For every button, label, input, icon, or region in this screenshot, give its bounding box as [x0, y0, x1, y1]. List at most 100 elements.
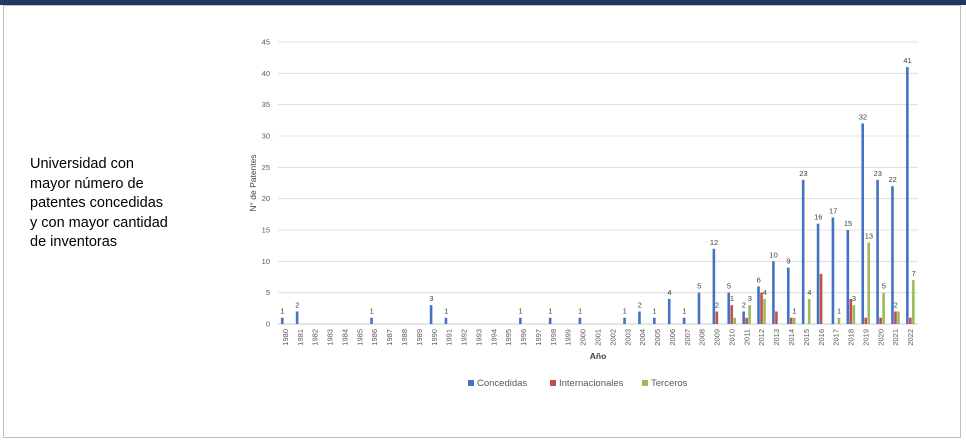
- data-label-concedidas: 32: [859, 112, 867, 121]
- gridlines: [278, 41, 918, 325]
- x-tick-label: 2020: [876, 329, 885, 346]
- bar-internacionales-2012: [760, 292, 763, 324]
- bar-internacionales-2022: [909, 317, 912, 324]
- bar-internacionales-2020: [879, 317, 882, 324]
- data-label-concedidas: 1: [652, 307, 656, 316]
- chart-caption: Universidad con mayor número de patentes…: [30, 155, 220, 253]
- data-label-terceros: 13: [865, 232, 873, 241]
- y-tick-label: 10: [262, 257, 270, 266]
- y-tick-label: 0: [266, 320, 270, 329]
- data-label-concedidas: 41: [903, 56, 911, 65]
- bar-concedidas-2022: [906, 67, 909, 325]
- data-label-concedidas: 1: [623, 307, 627, 316]
- x-tick-label: 2022: [906, 329, 915, 346]
- x-tick-label: 1999: [564, 329, 573, 346]
- data-label-concedidas: 6: [757, 275, 761, 284]
- y-axis-label: N° de Patentes: [248, 154, 258, 211]
- bar-concedidas-2005: [653, 317, 656, 324]
- x-tick-label: 2016: [817, 329, 826, 346]
- y-tick-label: 45: [262, 38, 270, 47]
- caption-line: y con mayor cantidad: [30, 214, 168, 231]
- x-tick-label: 1989: [415, 329, 424, 346]
- x-tick-label: 2009: [713, 329, 722, 346]
- bar-terceros-2018: [852, 305, 856, 324]
- data-label-concedidas: 1: [578, 307, 582, 316]
- bar-concedidas-1990: [429, 305, 433, 324]
- x-tick-label: 2012: [757, 329, 766, 346]
- data-label-concedidas: 16: [814, 213, 822, 222]
- x-axis-ticks: 1980 1981 1982 1983 1984 1985 1986 1987 1988 1989…: [281, 329, 915, 346]
- y-axis-ticks: 0 5 10 15 20 25 30 35 40 45: [262, 38, 270, 329]
- x-tick-label: 1992: [460, 329, 469, 346]
- x-tick-label: 2000: [579, 329, 588, 346]
- data-label-terceros: 5: [882, 282, 886, 291]
- x-tick-label: 2021: [891, 329, 900, 346]
- bar-internacionales-2021: [894, 311, 897, 324]
- y-tick-label: 20: [262, 194, 270, 203]
- bar-internacionales-2013: [775, 311, 778, 324]
- data-label-concedidas: 4: [667, 288, 671, 297]
- bar-concedidas-2006: [667, 298, 671, 324]
- bar-terceros-2015: [807, 298, 811, 324]
- legend-swatch-internacionales: [550, 380, 556, 386]
- x-tick-label: 1996: [519, 329, 528, 346]
- data-label-concedidas: 23: [874, 169, 882, 178]
- data-label-internacionales: 2: [715, 300, 719, 309]
- y-tick-label: 30: [262, 132, 270, 141]
- legend-swatch-concedidas: [468, 380, 474, 386]
- data-label-concedidas: 12: [710, 238, 718, 247]
- bar-internacionales-2018: [849, 298, 853, 324]
- legend-label-terceros: Terceros: [651, 378, 688, 389]
- data-label-terceros: 4: [807, 288, 811, 297]
- bar-internacionales-2011: [745, 317, 748, 324]
- bar-concedidas-2015: [801, 179, 805, 324]
- bar-concedidas-1986: [370, 317, 373, 324]
- data-label-concedidas: 15: [844, 219, 852, 228]
- x-tick-label: 1987: [385, 329, 394, 346]
- x-tick-label: 1991: [445, 329, 454, 346]
- bar-concedidas-2018: [846, 230, 850, 324]
- x-tick-label: 2003: [623, 329, 632, 346]
- data-label-internacionales: 2: [894, 300, 898, 309]
- bar-concedidas-2008: [697, 292, 701, 324]
- x-tick-label: 2017: [832, 329, 841, 346]
- y-tick-label: 15: [262, 226, 270, 235]
- bar-concedidas-1991: [444, 317, 448, 324]
- x-tick-label: 2011: [742, 329, 751, 345]
- bar-concedidas-1998: [548, 317, 552, 324]
- x-tick-label: 1998: [549, 329, 558, 346]
- caption-line: mayor número de: [30, 175, 144, 192]
- bar-terceros-2010: [733, 317, 737, 324]
- x-tick-label: 1984: [340, 329, 349, 346]
- bar-concedidas-2010: [727, 292, 731, 324]
- y-tick-label: 35: [262, 100, 270, 109]
- bar-internacionales-2010: [730, 305, 734, 324]
- bar-terceros-2019: [867, 242, 871, 324]
- data-label-internacionales: 1: [730, 294, 734, 303]
- legend-swatch-terceros: [642, 380, 648, 386]
- slide-frame: [3, 5, 961, 438]
- x-tick-label: 1981: [296, 329, 305, 346]
- top-accent-bar: [0, 0, 966, 5]
- bar-concedidas-2017: [831, 217, 835, 324]
- bar-concedidas-2007: [682, 317, 686, 324]
- y-tick-label: 5: [266, 288, 270, 297]
- bar-terceros-2017: [837, 317, 841, 324]
- data-label-terceros: 4: [763, 288, 767, 297]
- data-label-concedidas: 1: [370, 307, 374, 316]
- bar-internacionales-2016: [819, 273, 823, 324]
- bar-concedidas-1980: [280, 317, 284, 324]
- data-label-terceros: 3: [852, 294, 856, 303]
- bar-concedidas-2021: [891, 186, 894, 324]
- x-tick-label: 1988: [400, 329, 409, 346]
- x-tick-label: 2019: [861, 329, 870, 346]
- data-label-concedidas: 10: [769, 250, 777, 259]
- y-tick-label: 40: [262, 69, 270, 78]
- caption-line: patentes concedidas: [30, 195, 164, 211]
- x-tick-label: 1997: [534, 329, 543, 346]
- data-label-terceros: 1: [792, 307, 796, 316]
- bar-terceros-2011: [748, 305, 751, 324]
- x-tick-label: 1986: [370, 329, 379, 346]
- legend-label-internacionales: Internacionales: [559, 378, 624, 389]
